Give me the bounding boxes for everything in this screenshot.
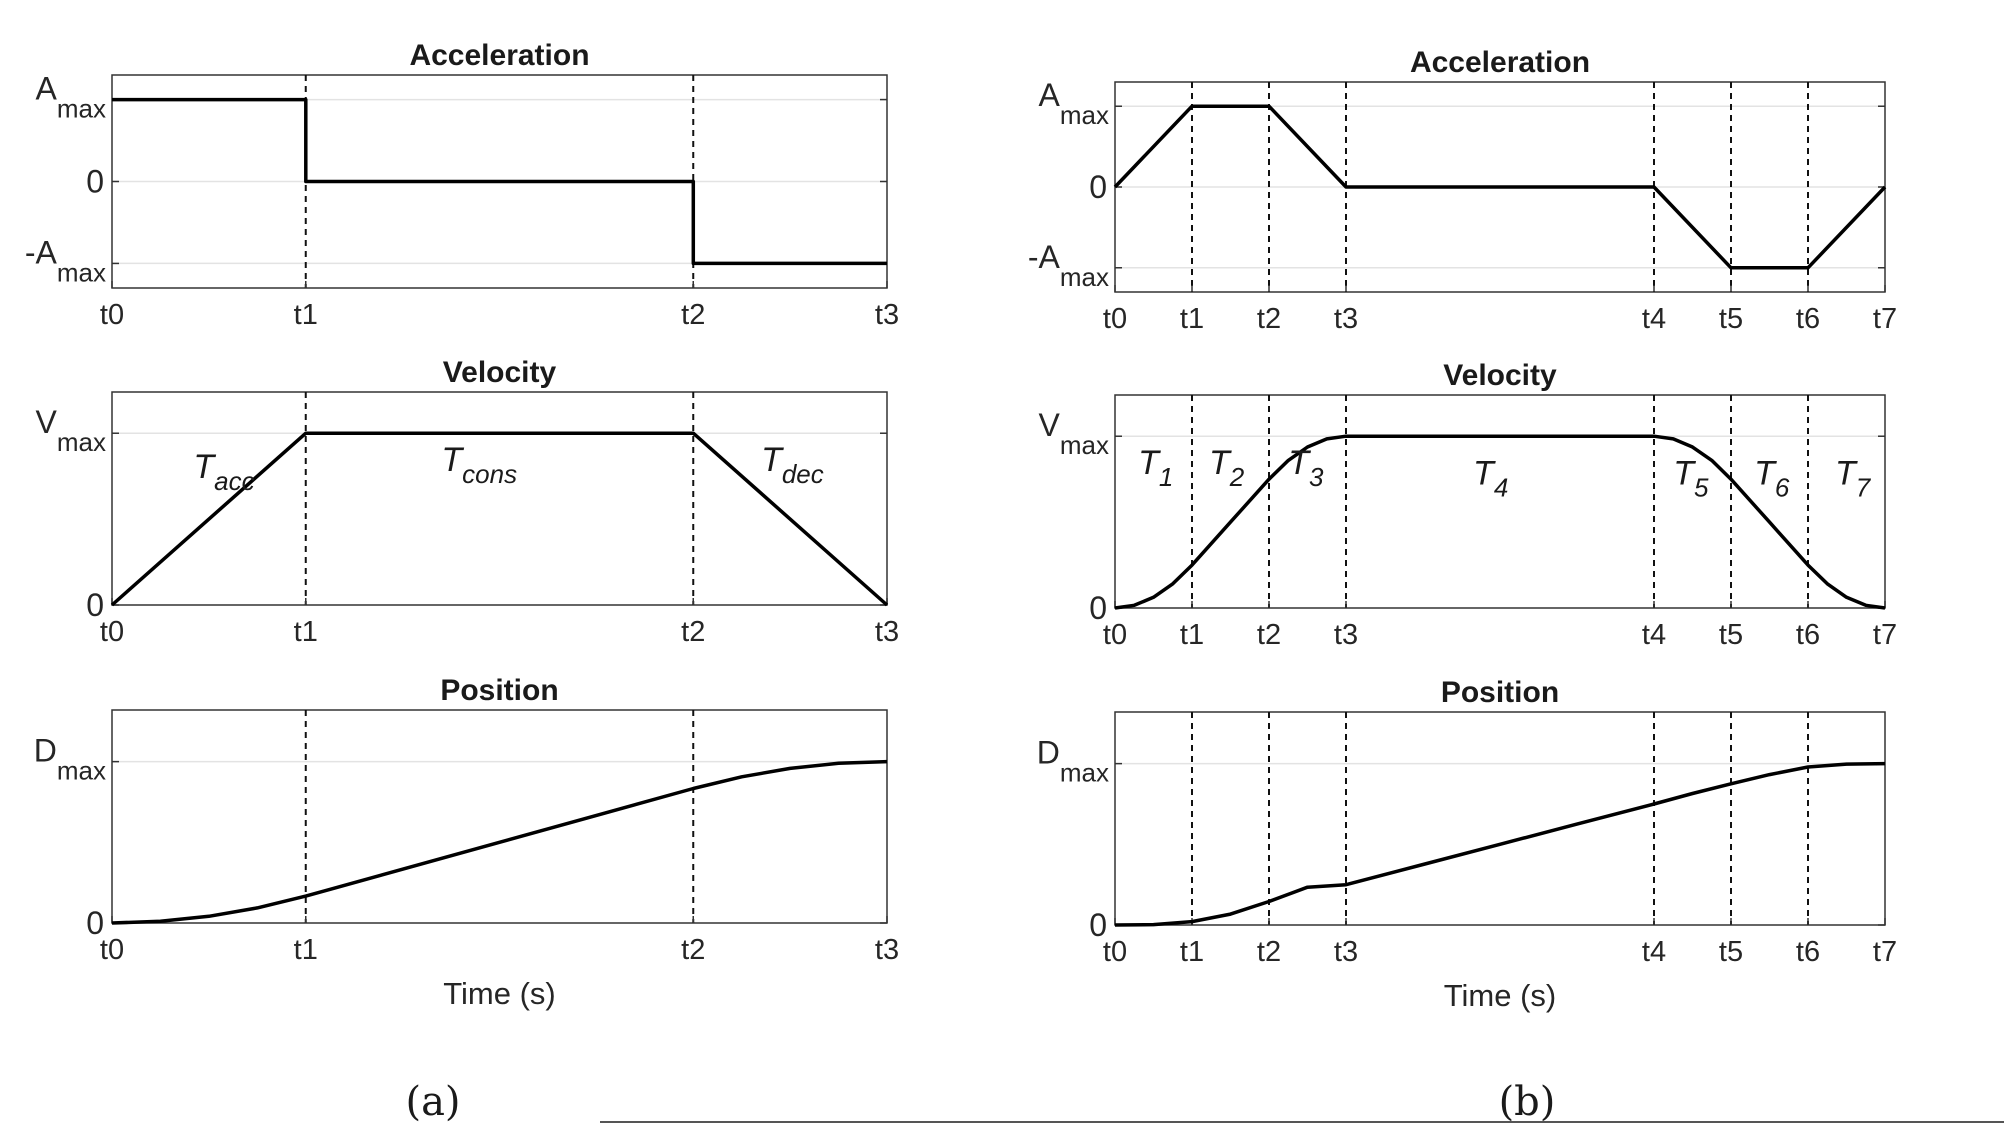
- b-velocity-chart: Velocity t0 t1 t2 t3 t4 t5 t6 t7 Vmax 0 T1 T2 T3 T4 T5 T…: [1039, 359, 1898, 651]
- b-velocity-annotation-1: T2: [1209, 444, 1245, 492]
- b-acceleration-xtick-label-2: t2: [1257, 303, 1281, 335]
- a-velocity-annotation-1: Tcons: [441, 441, 517, 489]
- a-position-ytick-label-1: 0: [86, 905, 104, 941]
- a-velocity-annotation-2: Tdec: [761, 441, 824, 489]
- a-acceleration-ytick-label-0: Amax: [36, 71, 106, 124]
- a-position-xtick-label-1: t1: [294, 934, 318, 966]
- a-position-xtick-label-0: t0: [100, 934, 124, 966]
- a-acceleration-xtick-label-2: t2: [681, 299, 705, 331]
- a-position-xtick-label-3: t3: [875, 934, 899, 966]
- a-position-ytick-label-0: Dmax: [34, 733, 106, 786]
- a-velocity-title: Velocity: [443, 356, 557, 389]
- a-position-xlabel: Time (s): [443, 976, 556, 1011]
- b-acceleration-ytick-label-2: -Amax: [1028, 239, 1109, 292]
- a-position-axes-box: [111, 709, 888, 924]
- a-acceleration-ytick-label-1: 0: [86, 164, 104, 200]
- b-acceleration-xtick-label-1: t1: [1180, 303, 1204, 335]
- caption-b: (b): [1499, 1079, 1556, 1124]
- a-position-chart: Position t0 t1 t2 t3 Dmax 0 Time (s): [34, 674, 899, 1011]
- b-position-title: Position: [1441, 676, 1559, 709]
- chart-panels: Acceleration t0 t1 t2 t3 Amax 0 -Amax Velocity t0…: [25, 39, 1897, 1013]
- a-acceleration-xtick-label-1: t1: [294, 299, 318, 331]
- b-velocity-annotation-6: T7: [1835, 454, 1872, 502]
- a-velocity-xtick-label-0: t0: [100, 616, 124, 648]
- b-velocity-ytick-label-0: Vmax: [1039, 407, 1109, 460]
- b-velocity-xtick-label-0: t0: [1103, 619, 1127, 651]
- b-acceleration-ytick-label-1: 0: [1089, 169, 1107, 205]
- a-velocity-xtick-label-2: t2: [681, 616, 705, 648]
- a-velocity-xtick-label-3: t3: [875, 616, 899, 648]
- b-velocity-xtick-label-6: t6: [1796, 619, 1820, 651]
- b-acceleration-xtick-label-3: t3: [1334, 303, 1358, 335]
- b-velocity-xtick-label-3: t3: [1334, 619, 1358, 651]
- b-velocity-title: Velocity: [1443, 359, 1557, 392]
- b-velocity-annotation-5: T6: [1754, 454, 1790, 502]
- b-velocity-annotation-2: T3: [1288, 444, 1324, 492]
- a-position-title: Position: [440, 674, 558, 707]
- b-position-xtick-label-4: t4: [1642, 936, 1666, 968]
- b-position-xtick-label-1: t1: [1180, 936, 1204, 968]
- b-acceleration-xtick-label-5: t5: [1719, 303, 1743, 335]
- b-velocity-xtick-label-5: t5: [1719, 619, 1743, 651]
- b-position-xtick-label-0: t0: [1103, 936, 1127, 968]
- b-position-ytick-label-0: Dmax: [1037, 735, 1109, 788]
- b-position-xtick-label-7: t7: [1873, 936, 1897, 968]
- b-velocity-xtick-label-4: t4: [1642, 619, 1666, 651]
- b-velocity-xtick-label-7: t7: [1873, 619, 1897, 651]
- b-position-chart: Position t0 t1 t2 t3 t4 t5 t6 t7 Dmax 0 Time (s): [1037, 676, 1897, 1013]
- b-acceleration-xtick-label-6: t6: [1796, 303, 1820, 335]
- a-velocity-ytick-label-0: Vmax: [36, 404, 106, 457]
- a-acceleration-chart: Acceleration t0 t1 t2 t3 Amax 0 -Amax: [25, 39, 899, 331]
- b-velocity-annotation-3: T4: [1473, 454, 1508, 502]
- b-position-xtick-label-2: t2: [1257, 936, 1281, 968]
- a-acceleration-xtick-label-0: t0: [100, 299, 124, 331]
- b-position-axes-box: [1114, 711, 1886, 926]
- b-velocity-ytick-label-1: 0: [1089, 590, 1107, 626]
- b-position-xtick-label-5: t5: [1719, 936, 1743, 968]
- b-acceleration-ytick-label-0: Amax: [1039, 77, 1109, 130]
- a-velocity-xtick-label-1: t1: [294, 616, 318, 648]
- b-position-series-line-0: [1114, 761, 1886, 927]
- b-acceleration-xtick-label-7: t7: [1873, 303, 1897, 335]
- b-velocity-axes-box: [1114, 394, 1886, 609]
- b-velocity-xtick-label-1: t1: [1180, 619, 1204, 651]
- b-velocity-annotation-4: T5: [1673, 454, 1709, 502]
- b-position-xlabel: Time (s): [1444, 978, 1557, 1013]
- b-acceleration-xtick-label-0: t0: [1103, 303, 1127, 335]
- b-acceleration-title: Acceleration: [1410, 46, 1590, 79]
- b-position-ytick-label-1: 0: [1089, 907, 1107, 943]
- b-velocity-annotation-0: T1: [1138, 444, 1173, 492]
- b-velocity-series-line-0: [1114, 434, 1886, 610]
- a-acceleration-xtick-label-3: t3: [875, 299, 899, 331]
- b-velocity-xtick-label-2: t2: [1257, 619, 1281, 651]
- a-acceleration-ytick-label-2: -Amax: [25, 234, 106, 287]
- b-position-xtick-label-6: t6: [1796, 936, 1820, 968]
- caption-a: (a): [405, 1079, 460, 1124]
- a-velocity-annotation-0: Tacc: [193, 448, 254, 496]
- a-acceleration-series-line-0: [112, 97, 887, 266]
- a-position-xtick-label-2: t2: [681, 934, 705, 966]
- b-acceleration-chart: Acceleration t0 t1 t2 t3 t4 t5 t6 t7 Amax 0 -Amax: [1028, 46, 1897, 335]
- a-velocity-ytick-label-1: 0: [86, 587, 104, 623]
- a-velocity-chart: Velocity t0 t1 t2 t3 Vmax 0 Tacc Tcons Tdec: [36, 356, 900, 648]
- b-acceleration-series-line-0: [1113, 104, 1887, 270]
- a-acceleration-title: Acceleration: [409, 39, 589, 72]
- a-velocity-series-line-0: [110, 431, 889, 607]
- a-position-series-line-0: [111, 759, 888, 925]
- a-velocity-axes-box: [111, 391, 888, 606]
- b-position-xtick-label-3: t3: [1334, 936, 1358, 968]
- b-acceleration-xtick-label-4: t4: [1642, 303, 1666, 335]
